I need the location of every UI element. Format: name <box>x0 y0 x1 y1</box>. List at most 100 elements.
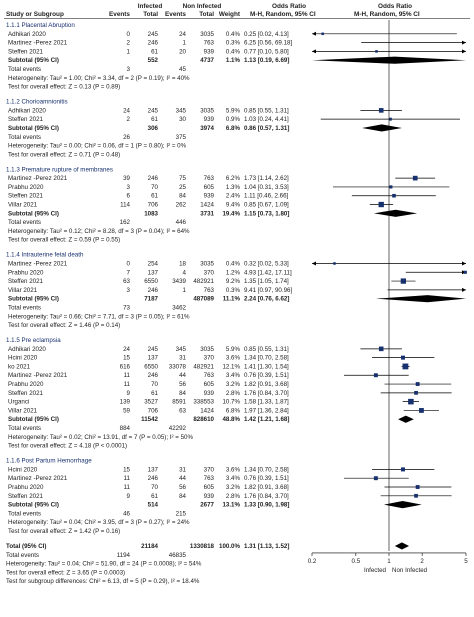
subgroup-5-study-2-total2: 370 <box>204 355 215 362</box>
subgroup-3-study-1-events2: 75 <box>179 175 186 182</box>
subgroup-6-total-events2: 215 <box>176 510 187 517</box>
subgroup-4-study-3-ci-text: 1.35 [1.05, 1.74] <box>244 278 289 285</box>
subgroup-4-total-events2: 3462 <box>172 304 186 311</box>
subgroup-1-study-2-events2: 1 <box>183 40 187 47</box>
subgroup-1-subtotal-ci-text: 1.13 [0.19, 6.69] <box>244 57 289 64</box>
total-weight: 100.0% <box>219 543 240 550</box>
subgroup-3-study-4-total1: 706 <box>148 202 159 209</box>
subgroup-5-study-2-name: Hcini 2020 <box>8 355 38 362</box>
subgroup-5-subtotal-ci-text: 1.42 [1.21, 1.68] <box>244 416 289 423</box>
header-study: Study or Subgroup <box>6 11 64 18</box>
subgroup-6-study-1-total2: 370 <box>204 466 215 473</box>
subgroup-4-study-3-total1: 6550 <box>144 278 158 285</box>
subgroup-6-study-1-name: Hcini 2020 <box>8 466 38 473</box>
header-events1: Events <box>109 11 130 18</box>
subgroup-2-study-2-total1: 61 <box>151 116 158 123</box>
x-axis-left-label: Infected <box>364 567 387 574</box>
total-total2: 1330818 <box>190 543 215 550</box>
subgroup-3-study-3-weight: 2.4% <box>226 193 241 200</box>
subgroup-3-study-3-total2: 939 <box>204 193 215 200</box>
subgroup-2-study-2-events2: 30 <box>179 116 186 123</box>
subgroup-1-study-1-square <box>321 32 324 36</box>
subgroup-6-study-3-name: Prabhu 2020 <box>8 484 44 491</box>
header-or-left: Odds Ratio <box>272 3 306 10</box>
subgroup-3-heterogeneity: Heterogeneity: Tau² = 0.12; Chi² = 8.28,… <box>8 228 190 235</box>
subgroup-1-study-3-square <box>375 50 378 53</box>
subgroup-5-heterogeneity: Heterogeneity: Tau² = 0.02; Chi² = 13.91… <box>8 434 193 441</box>
subgroup-3-subtotal-total2: 3731 <box>200 210 214 217</box>
subgroup-5-total-events2: 42292 <box>169 425 187 432</box>
subgroup-6-study-3-total2: 605 <box>204 484 215 491</box>
subgroup-1-study-2-name: Martinez -Perez 2021 <box>8 40 68 47</box>
subgroup-1-subtotal-total1: 552 <box>148 57 159 64</box>
subgroup-6-study-2-ci-text: 0.76 [0.39, 1.51] <box>244 475 289 482</box>
subgroup-4-study-3-events2: 3439 <box>172 278 186 285</box>
subgroup-5-study-2-weight: 3.6% <box>226 355 241 362</box>
subgroup-5-study-7-name: Urganci <box>8 399 29 406</box>
subgroup-3-study-2-events2: 25 <box>179 184 186 191</box>
x-tick-label-4: 2 <box>420 558 424 565</box>
subgroup-6-subtotal-total2: 2677 <box>200 502 214 509</box>
subgroup-1-study-3-ci-arrow-left <box>312 49 316 54</box>
subgroup-1-overall-effect: Test for overall effect: Z = 0.13 (P = 0… <box>8 84 120 91</box>
subgroup-1-study-1-ci-arrow-left <box>312 31 316 36</box>
subgroup-6-study-2-weight: 3.4% <box>226 475 241 482</box>
subgroup-5-study-2-events2: 31 <box>179 355 186 362</box>
subgroup-2-study-2-total2: 939 <box>204 116 215 123</box>
subgroup-5-study-4-name: Martinez -Perez 2021 <box>8 372 68 379</box>
subgroup-5-study-5-weight: 3.2% <box>226 381 241 388</box>
subgroup-2-total-events-label: Total events <box>8 134 41 141</box>
subgroup-1-total-events2: 45 <box>179 66 186 73</box>
subgroup-6-study-1-weight: 3.6% <box>226 466 241 473</box>
subgroup-5-study-6-name: Steffen 2021 <box>8 390 44 397</box>
subgroup-5-study-4-total2: 763 <box>204 372 215 379</box>
total-label: Total (95% CI) <box>6 543 46 550</box>
subgroup-3-total-events1: 162 <box>120 219 131 226</box>
subgroup-3-study-2-total1: 70 <box>151 184 158 191</box>
subgroup-4-study-2-events2: 4 <box>183 269 187 276</box>
header-total2: Total <box>199 11 214 18</box>
subgroup-5-study-5-total1: 70 <box>151 381 158 388</box>
subgroup-3-study-2-events1: 3 <box>127 184 131 191</box>
subgroup-1-subtotal-weight: 1.1% <box>226 57 241 64</box>
subgroup-5-study-7-total2: 338553 <box>193 399 214 406</box>
subgroup-3-overall-effect: Test for overall effect: Z = 0.59 (P = 0… <box>8 237 120 244</box>
subgroup-6-study-1-total1: 137 <box>148 466 159 473</box>
subgroup-4-study-4-weight: 0.3% <box>226 287 241 294</box>
subgroup-3-study-4-name: Villar 2021 <box>8 202 38 209</box>
header-method-right: M-H, Random, 95% CI <box>354 11 420 18</box>
subgroup-2-study-1-total2: 3035 <box>200 107 214 114</box>
subgroup-6-study-3-weight: 3.2% <box>226 484 241 491</box>
subgroup-1-study-2-total1: 246 <box>148 40 159 47</box>
subgroup-5-study-4-total1: 246 <box>148 372 159 379</box>
subgroup-5-study-5-events2: 56 <box>179 381 186 388</box>
subgroup-5-study-1-events1: 24 <box>123 346 130 353</box>
subgroup-5-study-4-events2: 44 <box>179 372 186 379</box>
subgroup-4-study-1-weight: 0.4% <box>226 260 241 267</box>
subgroup-3-study-1-name: Martinez -Perez 2021 <box>8 175 68 182</box>
subgroup-4-study-2-ci-text: 4.93 [1.42, 17.11] <box>244 269 292 276</box>
subgroup-4-study-2-name: Prabhu 2020 <box>8 269 44 276</box>
subgroup-5-study-5-square <box>415 382 420 386</box>
subgroup-5-study-3-name: ko 2021 <box>8 363 31 370</box>
subgroup-2-study-1-events2: 345 <box>176 107 187 114</box>
subgroup-4-study-1-ci-arrow-left <box>312 261 316 266</box>
subgroup-4-study-4-total1: 246 <box>148 287 159 294</box>
subgroup-2-study-2-ci-text: 1.03 [0.24, 4.41] <box>244 116 289 123</box>
subgroup-6-study-4-weight: 2.8% <box>226 493 241 500</box>
subgroup-5-study-7-total1: 3527 <box>144 399 158 406</box>
subgroup-2-study-2-square <box>388 117 392 121</box>
subgroup-4-study-4-name: Villar 2021 <box>8 287 38 294</box>
subgroup-3-study-2-name: Prabhu 2020 <box>8 184 44 191</box>
subgroup-6-study-4-events2: 84 <box>179 493 186 500</box>
subgroup-3-study-1-events1: 39 <box>123 175 130 182</box>
subgroup-4-study-2-weight: 1.2% <box>226 269 241 276</box>
subgroup-3-study-1-ci-text: 1.73 [1.14, 2.62] <box>244 175 289 182</box>
subgroup-1-study-1-events2: 24 <box>179 31 186 38</box>
subgroup-6-subtotal-total1: 514 <box>148 502 159 509</box>
subgroup-4-study-2-square <box>463 270 467 274</box>
subgroup-4-subtotal-ci-text: 2.24 [0.76, 6.62] <box>244 296 289 303</box>
subgroup-6-study-4-events1: 9 <box>127 493 131 500</box>
subgroup-5-study-6-ci-text: 1.76 [0.84, 3.70] <box>244 390 289 397</box>
total-diamond <box>394 542 410 550</box>
